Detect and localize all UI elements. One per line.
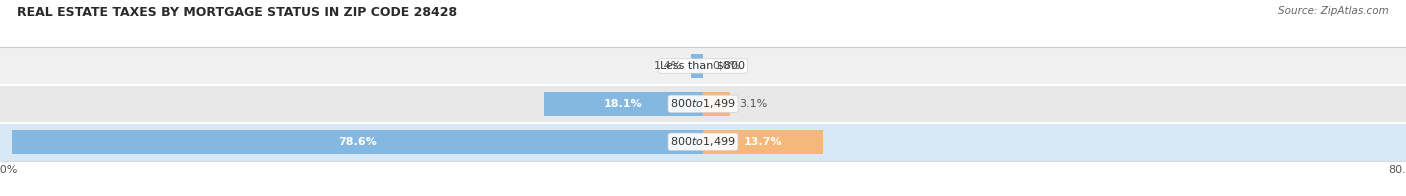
Bar	[0, 123, 1406, 161]
Text: Source: ZipAtlas.com: Source: ZipAtlas.com	[1278, 6, 1389, 16]
Text: 18.1%: 18.1%	[605, 99, 643, 109]
Bar	[544, 92, 703, 116]
Text: $800 to $1,499: $800 to $1,499	[671, 135, 735, 148]
Text: 13.7%: 13.7%	[744, 137, 783, 147]
Text: 3.1%: 3.1%	[740, 99, 768, 109]
Text: $800 to $1,499: $800 to $1,499	[671, 97, 735, 110]
Bar	[0, 85, 1406, 123]
Bar	[703, 92, 730, 116]
Text: 78.6%: 78.6%	[339, 137, 377, 147]
Bar	[13, 130, 703, 153]
Bar	[703, 130, 824, 153]
Text: 0.0%: 0.0%	[711, 61, 740, 71]
Text: 1.4%: 1.4%	[654, 61, 682, 71]
Bar	[690, 54, 703, 78]
Text: Less than $800: Less than $800	[661, 61, 745, 71]
Text: REAL ESTATE TAXES BY MORTGAGE STATUS IN ZIP CODE 28428: REAL ESTATE TAXES BY MORTGAGE STATUS IN …	[17, 6, 457, 19]
Bar	[0, 47, 1406, 85]
